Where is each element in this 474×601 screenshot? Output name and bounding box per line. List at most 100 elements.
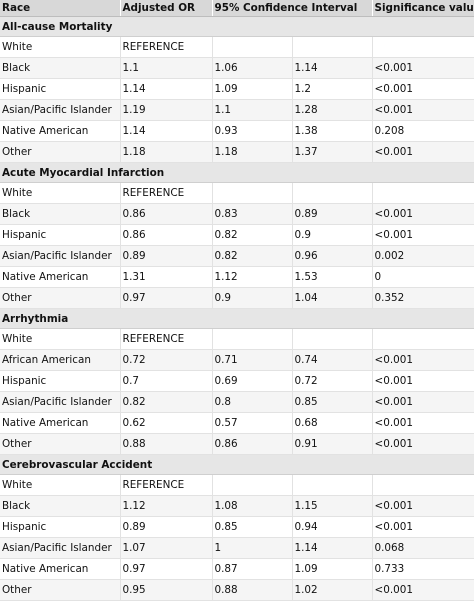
adjusted-or-cell: 0.95 bbox=[119, 579, 212, 601]
table-row: Native American 1.31 1.12 1.53 0 bbox=[0, 266, 474, 288]
ci-lower-cell: 0.85 bbox=[211, 516, 292, 538]
p-value-cell bbox=[371, 328, 474, 350]
table-row: African American 0.72 0.71 0.74 <0.001 bbox=[0, 349, 474, 371]
p-value-cell: 0.002 bbox=[371, 245, 474, 267]
table-row: Other 0.97 0.9 1.04 0.352 bbox=[0, 287, 474, 309]
section-header-row: Arrhythmia bbox=[0, 308, 474, 329]
race-cell: Asian/Pacific Islander bbox=[0, 391, 120, 413]
section-header-row: All-cause Mortality bbox=[0, 16, 474, 37]
adjusted-or-cell: REFERENCE bbox=[119, 474, 212, 496]
p-value-cell: 0.068 bbox=[371, 537, 474, 559]
ci-lower-cell: 0.71 bbox=[211, 349, 292, 371]
p-value-cell bbox=[371, 36, 474, 58]
adjusted-or-cell: 0.7 bbox=[119, 370, 212, 392]
ci-upper-cell: 1.09 bbox=[291, 558, 372, 580]
ci-upper-cell: 0.96 bbox=[291, 245, 372, 267]
table-row: Asian/Pacific Islander 0.82 0.8 0.85 <0.001 bbox=[0, 391, 474, 413]
table-row: Asian/Pacific Islander 0.89 0.82 0.96 0.002 bbox=[0, 245, 474, 267]
ci-lower-cell: 0.69 bbox=[211, 370, 292, 392]
race-cell: Asian/Pacific Islander bbox=[0, 99, 120, 121]
ci-upper-cell: 1.53 bbox=[291, 266, 372, 288]
table-row: White REFERENCE bbox=[0, 36, 474, 58]
table-row: Black 0.86 0.83 0.89 <0.001 bbox=[0, 203, 474, 225]
p-value-cell: 0 bbox=[371, 266, 474, 288]
table-row: Other 0.88 0.86 0.91 <0.001 bbox=[0, 433, 474, 455]
race-cell: Native American bbox=[0, 120, 120, 142]
race-cell: Asian/Pacific Islander bbox=[0, 245, 120, 267]
race-cell: Hispanic bbox=[0, 370, 120, 392]
ci-upper-cell: 0.74 bbox=[291, 349, 372, 371]
ci-upper-cell: 1.28 bbox=[291, 99, 372, 121]
race-cell: Hispanic bbox=[0, 224, 120, 246]
table-row: White REFERENCE bbox=[0, 474, 474, 496]
race-cell: White bbox=[0, 182, 120, 204]
ci-lower-cell: 0.82 bbox=[211, 245, 292, 267]
ci-lower-cell: 0.88 bbox=[211, 579, 292, 601]
adjusted-or-cell: 0.88 bbox=[119, 433, 212, 455]
race-cell: Other bbox=[0, 433, 120, 455]
p-value-cell: <0.001 bbox=[371, 78, 474, 100]
ci-lower-cell: 0.93 bbox=[211, 120, 292, 142]
p-value-cell: <0.001 bbox=[371, 433, 474, 455]
adjusted-or-cell: 0.82 bbox=[119, 391, 212, 413]
table-row: Other 0.95 0.88 1.02 <0.001 bbox=[0, 579, 474, 601]
table-row: White REFERENCE bbox=[0, 328, 474, 350]
header-row: Race Adjusted OR 95% Confidence Interval… bbox=[0, 0, 474, 17]
p-value-cell: 0.352 bbox=[371, 287, 474, 309]
ci-upper-cell: 0.94 bbox=[291, 516, 372, 538]
header-confidence-interval: 95% Confidence Interval bbox=[211, 0, 372, 17]
ci-upper-cell: 0.91 bbox=[291, 433, 372, 455]
section-title: Acute Myocardial Infarction bbox=[0, 162, 474, 183]
race-cell: Black bbox=[0, 495, 120, 517]
p-value-cell bbox=[371, 182, 474, 204]
p-value-cell bbox=[371, 474, 474, 496]
race-cell: Asian/Pacific Islander bbox=[0, 537, 120, 559]
ci-lower-cell: 1 bbox=[211, 537, 292, 559]
p-value-cell: <0.001 bbox=[371, 516, 474, 538]
table-row: Hispanic 0.89 0.85 0.94 <0.001 bbox=[0, 516, 474, 538]
ci-upper-cell: 1.15 bbox=[291, 495, 372, 517]
ci-upper-cell: 1.14 bbox=[291, 57, 372, 79]
race-cell: Native American bbox=[0, 558, 120, 580]
table-body: All-cause Mortality White REFERENCE Black 1.… bbox=[0, 16, 474, 601]
section-title: Arrhythmia bbox=[0, 308, 474, 329]
table-row: Hispanic 1.14 1.09 1.2 <0.001 bbox=[0, 78, 474, 100]
adjusted-or-cell: REFERENCE bbox=[119, 182, 212, 204]
p-value-cell: <0.001 bbox=[371, 349, 474, 371]
p-value-cell: <0.001 bbox=[371, 57, 474, 79]
ci-lower-cell: 0.57 bbox=[211, 412, 292, 434]
ci-lower-cell: 1.1 bbox=[211, 99, 292, 121]
ci-upper-cell: 1.37 bbox=[291, 141, 372, 163]
race-cell: Hispanic bbox=[0, 78, 120, 100]
p-value-cell: <0.001 bbox=[371, 391, 474, 413]
adjusted-or-cell: 1.31 bbox=[119, 266, 212, 288]
table-row: Native American 0.62 0.57 0.68 <0.001 bbox=[0, 412, 474, 434]
table-row: White REFERENCE bbox=[0, 182, 474, 204]
ci-lower-cell bbox=[211, 36, 292, 58]
header-significance: Significance value (p) bbox=[371, 0, 474, 17]
p-value-cell: <0.001 bbox=[371, 224, 474, 246]
ci-lower-cell: 0.87 bbox=[211, 558, 292, 580]
ci-upper-cell bbox=[291, 36, 372, 58]
section-title: All-cause Mortality bbox=[0, 16, 474, 37]
adjusted-or-cell: 0.89 bbox=[119, 516, 212, 538]
adjusted-or-cell: 1.12 bbox=[119, 495, 212, 517]
adjusted-or-cell: 0.97 bbox=[119, 287, 212, 309]
adjusted-or-cell: 1.14 bbox=[119, 78, 212, 100]
ci-upper-cell: 1.38 bbox=[291, 120, 372, 142]
ci-lower-cell: 1.08 bbox=[211, 495, 292, 517]
section-title: Cerebrovascular Accident bbox=[0, 454, 474, 475]
adjusted-or-cell: 0.86 bbox=[119, 203, 212, 225]
p-value-cell: <0.001 bbox=[371, 495, 474, 517]
adjusted-or-cell: 0.72 bbox=[119, 349, 212, 371]
ci-upper-cell bbox=[291, 328, 372, 350]
table-row: Native American 1.14 0.93 1.38 0.208 bbox=[0, 120, 474, 142]
p-value-cell: <0.001 bbox=[371, 141, 474, 163]
ci-upper-cell: 1.04 bbox=[291, 287, 372, 309]
adjusted-or-cell: 0.86 bbox=[119, 224, 212, 246]
ci-lower-cell bbox=[211, 328, 292, 350]
race-cell: Other bbox=[0, 287, 120, 309]
table-row: Other 1.18 1.18 1.37 <0.001 bbox=[0, 141, 474, 163]
adjusted-or-cell: 1.14 bbox=[119, 120, 212, 142]
